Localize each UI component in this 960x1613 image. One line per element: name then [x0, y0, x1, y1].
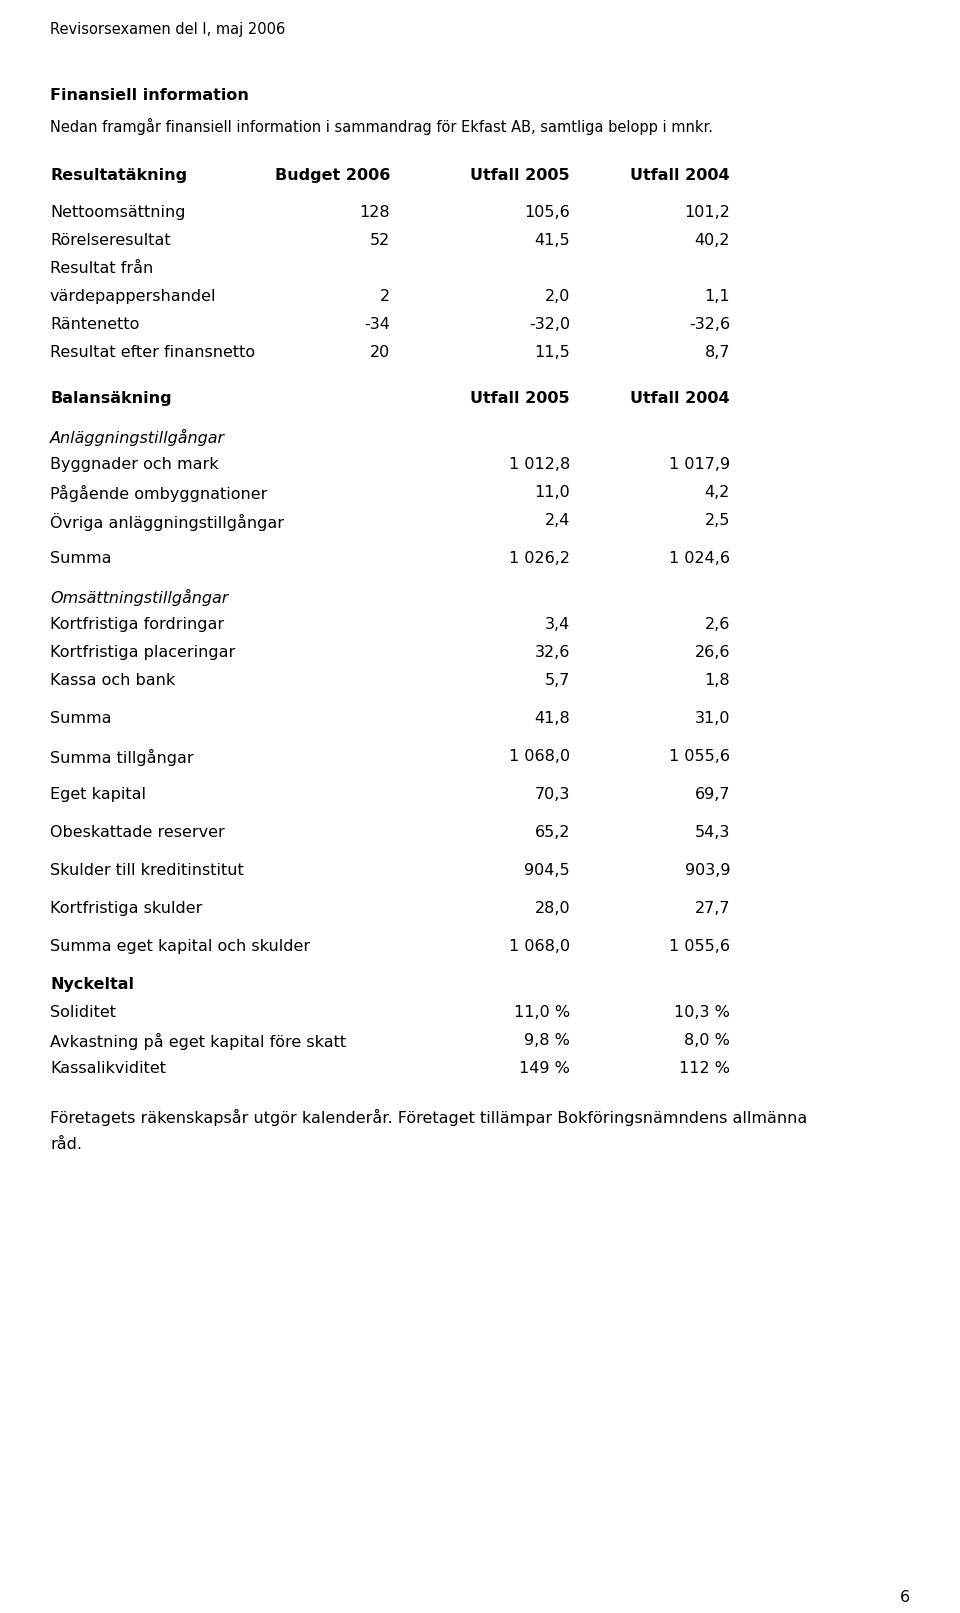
Text: 4,2: 4,2 — [705, 486, 730, 500]
Text: 149 %: 149 % — [519, 1061, 570, 1076]
Text: 101,2: 101,2 — [684, 205, 730, 219]
Text: 1 026,2: 1 026,2 — [509, 552, 570, 566]
Text: Kassa och bank: Kassa och bank — [50, 673, 176, 689]
Text: Revisorsexamen del I, maj 2006: Revisorsexamen del I, maj 2006 — [50, 23, 285, 37]
Text: 903,9: 903,9 — [684, 863, 730, 877]
Text: 105,6: 105,6 — [524, 205, 570, 219]
Text: Resultat från: Resultat från — [50, 261, 154, 276]
Text: 65,2: 65,2 — [535, 824, 570, 840]
Text: Kortfristiga placeringar: Kortfristiga placeringar — [50, 645, 235, 660]
Text: 10,3 %: 10,3 % — [674, 1005, 730, 1019]
Text: 11,0 %: 11,0 % — [514, 1005, 570, 1019]
Text: Kortfristiga skulder: Kortfristiga skulder — [50, 902, 203, 916]
Text: -32,6: -32,6 — [689, 318, 730, 332]
Text: 20: 20 — [370, 345, 390, 360]
Text: 5,7: 5,7 — [544, 673, 570, 689]
Text: 41,5: 41,5 — [535, 232, 570, 248]
Text: 9,8 %: 9,8 % — [524, 1032, 570, 1048]
Text: 2,6: 2,6 — [705, 618, 730, 632]
Text: Balansäkning: Balansäkning — [50, 390, 172, 406]
Text: 1 017,9: 1 017,9 — [669, 456, 730, 473]
Text: 2,4: 2,4 — [544, 513, 570, 527]
Text: Rörelseresultat: Rörelseresultat — [50, 232, 171, 248]
Text: 32,6: 32,6 — [535, 645, 570, 660]
Text: Företagets räkenskapsår utgör kalenderår. Företaget tillämpar Bokföringsnämndens: Företagets räkenskapsår utgör kalenderår… — [50, 1110, 807, 1126]
Text: 904,5: 904,5 — [524, 863, 570, 877]
Text: 11,5: 11,5 — [535, 345, 570, 360]
Text: Räntenetto: Räntenetto — [50, 318, 139, 332]
Text: Övriga anläggningstillgångar: Övriga anläggningstillgångar — [50, 513, 284, 531]
Text: Resultat efter finansnetto: Resultat efter finansnetto — [50, 345, 255, 360]
Text: Utfall 2004: Utfall 2004 — [631, 168, 730, 182]
Text: 52: 52 — [370, 232, 390, 248]
Text: 1 068,0: 1 068,0 — [509, 748, 570, 765]
Text: 1 024,6: 1 024,6 — [669, 552, 730, 566]
Text: 1 068,0: 1 068,0 — [509, 939, 570, 953]
Text: Pågående ombyggnationer: Pågående ombyggnationer — [50, 486, 268, 502]
Text: Omsättningstillgångar: Omsättningstillgångar — [50, 589, 228, 606]
Text: -32,0: -32,0 — [529, 318, 570, 332]
Text: Nedan framgår finansiell information i sammandrag för Ekfast AB, samtliga belopp: Nedan framgår finansiell information i s… — [50, 118, 713, 135]
Text: Resultatäkning: Resultatäkning — [50, 168, 187, 182]
Text: 26,6: 26,6 — [694, 645, 730, 660]
Text: Utfall 2005: Utfall 2005 — [470, 168, 570, 182]
Text: 70,3: 70,3 — [535, 787, 570, 802]
Text: Budget 2006: Budget 2006 — [275, 168, 390, 182]
Text: 2,0: 2,0 — [544, 289, 570, 303]
Text: Anläggningstillgångar: Anläggningstillgångar — [50, 429, 226, 447]
Text: Finansiell information: Finansiell information — [50, 89, 249, 103]
Text: Eget kapital: Eget kapital — [50, 787, 146, 802]
Text: 8,0 %: 8,0 % — [684, 1032, 730, 1048]
Text: 2: 2 — [380, 289, 390, 303]
Text: 1,8: 1,8 — [705, 673, 730, 689]
Text: Summa: Summa — [50, 711, 111, 726]
Text: 112 %: 112 % — [679, 1061, 730, 1076]
Text: 54,3: 54,3 — [695, 824, 730, 840]
Text: 1,1: 1,1 — [705, 289, 730, 303]
Text: 6: 6 — [900, 1590, 910, 1605]
Text: 69,7: 69,7 — [694, 787, 730, 802]
Text: Soliditet: Soliditet — [50, 1005, 116, 1019]
Text: 1 055,6: 1 055,6 — [669, 748, 730, 765]
Text: 28,0: 28,0 — [535, 902, 570, 916]
Text: Utfall 2004: Utfall 2004 — [631, 390, 730, 406]
Text: 41,8: 41,8 — [535, 711, 570, 726]
Text: Skulder till kreditinstitut: Skulder till kreditinstitut — [50, 863, 244, 877]
Text: Nettoomsättning: Nettoomsättning — [50, 205, 185, 219]
Text: råd.: råd. — [50, 1137, 82, 1152]
Text: 40,2: 40,2 — [694, 232, 730, 248]
Text: 31,0: 31,0 — [694, 711, 730, 726]
Text: 1 012,8: 1 012,8 — [509, 456, 570, 473]
Text: 2,5: 2,5 — [705, 513, 730, 527]
Text: 1 055,6: 1 055,6 — [669, 939, 730, 953]
Text: 128: 128 — [359, 205, 390, 219]
Text: Summa: Summa — [50, 552, 111, 566]
Text: Summa eget kapital och skulder: Summa eget kapital och skulder — [50, 939, 310, 953]
Text: värdepappershandel: värdepappershandel — [50, 289, 217, 303]
Text: Kortfristiga fordringar: Kortfristiga fordringar — [50, 618, 224, 632]
Text: 8,7: 8,7 — [705, 345, 730, 360]
Text: Obeskattade reserver: Obeskattade reserver — [50, 824, 225, 840]
Text: Summa tillgångar: Summa tillgångar — [50, 748, 194, 766]
Text: 27,7: 27,7 — [694, 902, 730, 916]
Text: Byggnader och mark: Byggnader och mark — [50, 456, 219, 473]
Text: Avkastning på eget kapital före skatt: Avkastning på eget kapital före skatt — [50, 1032, 347, 1050]
Text: Nyckeltal: Nyckeltal — [50, 977, 134, 992]
Text: -34: -34 — [364, 318, 390, 332]
Text: 11,0: 11,0 — [535, 486, 570, 500]
Text: Utfall 2005: Utfall 2005 — [470, 390, 570, 406]
Text: Kassalikviditet: Kassalikviditet — [50, 1061, 166, 1076]
Text: 3,4: 3,4 — [544, 618, 570, 632]
